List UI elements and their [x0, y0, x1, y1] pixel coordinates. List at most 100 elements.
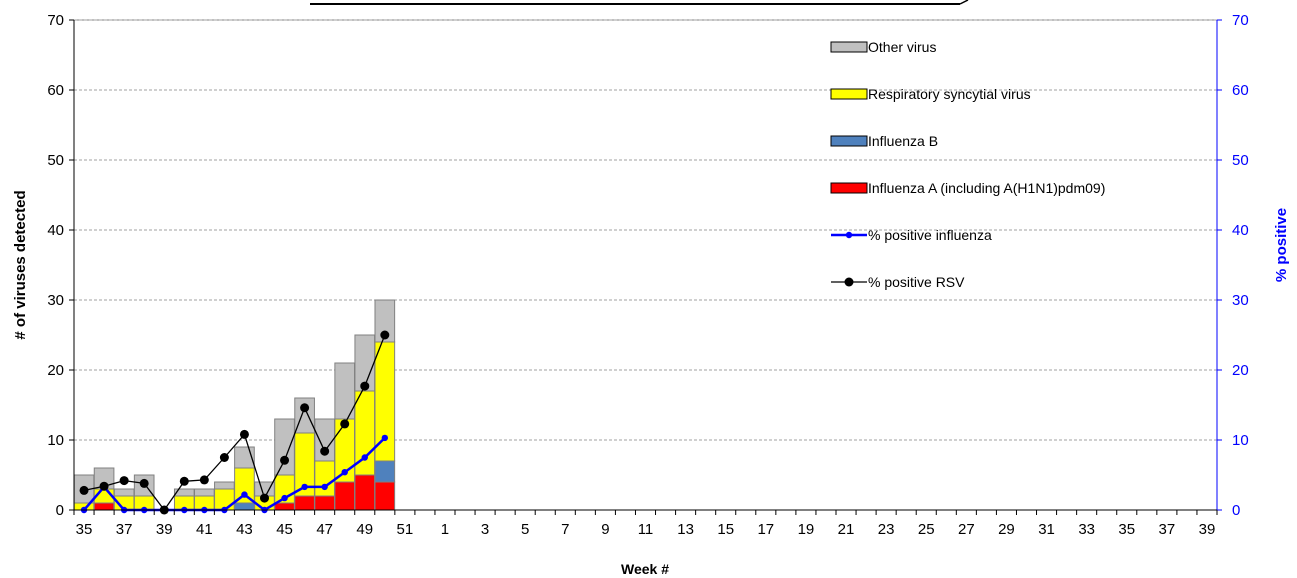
legend-label: Influenza A (including A(H1N1)pdm09) [868, 180, 1105, 196]
y-tick-label: 40 [47, 222, 64, 239]
y2-tick-label: 20 [1232, 362, 1249, 379]
series-point [119, 476, 129, 486]
y-tick-label: 20 [47, 362, 64, 379]
legend-label: % positive influenza [868, 227, 992, 243]
x-tick-label: 13 [677, 521, 694, 538]
x-tick-label: 21 [838, 521, 855, 538]
y2-tick-label: 10 [1232, 432, 1249, 449]
bar-segment [294, 495, 315, 511]
x-tick-label: 5 [521, 521, 529, 538]
series-point [340, 419, 350, 429]
y-tick-label: 70 [47, 12, 64, 29]
series-point [320, 446, 330, 456]
gridlines [74, 19, 1217, 441]
x-tick-label: 33 [1078, 521, 1095, 538]
bar-segment [374, 481, 396, 511]
bar-segment [234, 502, 255, 511]
series-point [281, 494, 288, 502]
x-tick-label: 41 [196, 521, 213, 538]
y-tick-label: 30 [47, 292, 64, 309]
series-point [280, 455, 290, 465]
x-tick-label: 19 [798, 521, 815, 538]
x-tick-label: 25 [918, 521, 935, 538]
series-point [179, 476, 189, 486]
y2-tick-label: 50 [1232, 152, 1249, 169]
y2-tick-label: 70 [1232, 12, 1249, 29]
bar-segment [294, 397, 315, 434]
bar-segment [274, 502, 295, 511]
series-line [83, 334, 386, 512]
legend-swatch [830, 88, 868, 100]
series-point [219, 453, 229, 462]
series-point [321, 483, 328, 491]
bar-segment [113, 488, 135, 497]
x-tick-label: 39 [156, 521, 173, 538]
bar-segment [374, 460, 396, 483]
bar-segment [274, 418, 295, 476]
legend-marker [844, 277, 854, 287]
series-point [341, 469, 348, 476]
bar-segment [234, 446, 255, 469]
legend-swatch [830, 135, 868, 147]
y-axis-left: 0 10 20 30 40 50 60 70 [47, 12, 75, 519]
bar-segment [314, 495, 335, 511]
y-tick-label: 60 [47, 82, 64, 99]
x-axis-label: Week # [621, 561, 669, 577]
x-tick-label: 7 [561, 521, 569, 538]
series-point [381, 434, 389, 442]
plot-frame [73, 19, 1218, 511]
legend-swatch [830, 41, 868, 53]
x-tick-label: 35 [76, 521, 93, 538]
series-point [199, 475, 209, 485]
x-tick-label: 9 [601, 521, 609, 538]
series-point [79, 485, 89, 495]
x-tick-label: 35 [1118, 521, 1135, 538]
y-axis-right: 0 10 20 30 40 50 60 70 [1216, 12, 1249, 519]
x-tick-label: 3 [481, 521, 489, 538]
series-point [300, 403, 310, 413]
lines [79, 330, 390, 515]
series-point [301, 483, 308, 491]
x-tick-label: 23 [878, 521, 895, 538]
legend-label: Respiratory syncytial virus [868, 86, 1031, 102]
legend-swatch [830, 182, 868, 194]
series-point [99, 481, 109, 491]
y2-axis-label: % positive [1273, 208, 1290, 282]
series-point [241, 491, 248, 498]
series-point [360, 381, 370, 391]
y2-tick-label: 40 [1232, 222, 1249, 239]
x-tick-label: 27 [958, 521, 975, 538]
x-tick-label: 47 [316, 521, 333, 538]
bar-segment [214, 481, 235, 490]
x-tick-label: 39 [1199, 521, 1216, 538]
y-tick-label: 10 [47, 432, 64, 449]
x-tick-label: 43 [236, 521, 253, 538]
bar-segment [334, 481, 356, 511]
legend-marker [845, 231, 853, 239]
x-tick-label: 11 [638, 521, 654, 538]
y-tick-label: 50 [47, 152, 64, 169]
series-point [139, 478, 149, 488]
x-tick-label: 37 [1159, 521, 1176, 538]
y2-tick-label: 30 [1232, 292, 1249, 309]
x-tick-label: 15 [717, 521, 734, 538]
y-axis-label: # of viruses detected [12, 190, 29, 339]
y-tick-label: 0 [56, 502, 64, 519]
x-tick-label: 51 [397, 521, 414, 538]
plot-area [73, 19, 1218, 515]
x-tick-label: 29 [998, 521, 1015, 538]
bar-segment [93, 502, 115, 511]
bar-segment [374, 299, 396, 343]
legend: Other virus Respiratory syncytial virus In… [830, 39, 1105, 290]
legend-label: Other virus [868, 39, 936, 55]
x-tick-label: 45 [276, 521, 293, 538]
x-tick-label: 31 [1038, 521, 1055, 538]
series-point [380, 330, 390, 340]
title-underline-tail [959, 0, 969, 5]
x-axis: 35 37 39 41 43 45 47 49 51 1 3 5 7 9 11 13 15 17 19 21 23 25 2… [73, 509, 1218, 538]
bar-segment [194, 488, 215, 497]
series-point [239, 429, 249, 439]
series-point [260, 493, 269, 503]
x-tick-label: 1 [441, 521, 449, 538]
